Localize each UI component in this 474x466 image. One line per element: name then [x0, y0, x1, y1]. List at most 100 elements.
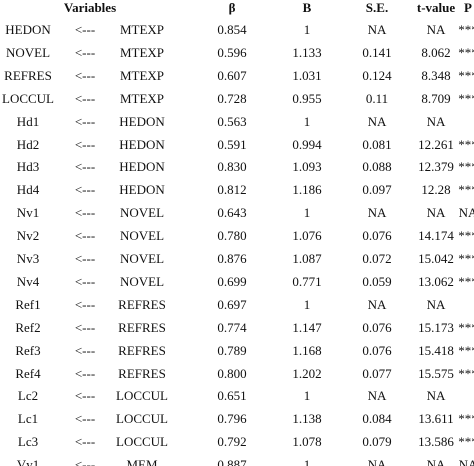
t-value-cell: 14.174	[418, 228, 454, 244]
beta-cell: 0.563	[217, 113, 247, 129]
b-cell: 1.138	[292, 411, 322, 427]
se-cell: NA	[367, 296, 387, 312]
b-cell: 1.031	[292, 67, 322, 83]
arrow-cell: <---	[74, 44, 96, 60]
se-cell: 0.081	[362, 136, 392, 152]
construct-cell: MTEXP	[119, 22, 165, 37]
arrow-cell: <---	[74, 113, 96, 129]
se-cell: NA	[367, 388, 387, 404]
construct-cell: LOCCUL	[116, 411, 168, 427]
b-cell: 1	[303, 457, 311, 466]
p-cell: NA	[458, 205, 474, 221]
beta-cell: 0.887	[217, 457, 247, 466]
arrow-cell: <---	[74, 182, 96, 198]
arrow-cell: <---	[74, 457, 96, 466]
header-cell: Variables	[63, 0, 117, 15]
t-value-cell: 15.042	[418, 251, 454, 266]
b-cell: 1.202	[292, 365, 322, 381]
header-cell: β	[228, 0, 236, 15]
t-value-cell: NA	[426, 457, 446, 466]
se-cell: NA	[367, 22, 387, 37]
p-cell: ***	[458, 90, 474, 106]
header-cell: t-value	[416, 0, 456, 15]
se-cell: NA	[367, 457, 387, 466]
beta-cell: 0.792	[217, 434, 247, 450]
construct-cell: HEDON	[119, 182, 165, 198]
p-cell: ***	[458, 411, 474, 427]
t-value-cell: 15.173	[418, 319, 454, 335]
construct-cell: NOVEL	[119, 205, 165, 221]
se-cell: 0.11	[365, 90, 389, 106]
variable-cell: Hd1	[16, 113, 40, 129]
variable-cell: NOVEL	[5, 44, 51, 60]
b-cell: 0.771	[292, 273, 322, 289]
t-value-cell: NA	[426, 22, 446, 37]
t-value-cell: 8.348	[421, 67, 451, 83]
se-cell: 0.141	[362, 44, 392, 60]
construct-cell: LOCCUL	[116, 434, 168, 450]
variable-cell: Ref4	[15, 365, 41, 381]
beta-cell: 0.854	[217, 22, 247, 37]
beta-cell: 0.607	[217, 67, 247, 83]
construct-cell: MTEXP	[119, 67, 165, 83]
arrow-cell: <---	[74, 67, 96, 83]
arrow-cell: <---	[74, 159, 96, 175]
construct-cell: HEDON	[119, 159, 165, 175]
beta-cell: 0.651	[217, 388, 247, 404]
se-cell: 0.084	[362, 411, 392, 427]
se-cell: 0.076	[362, 319, 392, 335]
beta-cell: 0.812	[217, 182, 247, 198]
se-cell: 0.124	[362, 67, 392, 83]
t-value-cell: 15.418	[418, 342, 454, 358]
variable-cell: Ref2	[15, 319, 41, 335]
construct-cell: MTEXP	[119, 44, 165, 60]
t-value-cell: 13.611	[418, 411, 454, 427]
beta-cell: 0.774	[217, 319, 247, 335]
beta-cell: 0.796	[217, 411, 247, 427]
t-value-cell: 8.062	[421, 44, 451, 60]
variable-cell: Ref3	[15, 342, 41, 358]
construct-cell: NOVEL	[119, 251, 165, 266]
variable-cell: Nv3	[16, 251, 40, 266]
header-cell: B	[302, 0, 312, 15]
arrow-cell: <---	[74, 388, 96, 404]
beta-cell: 0.591	[217, 136, 247, 152]
construct-cell: HEDON	[119, 113, 165, 129]
variable-cell: LOCCUL	[2, 90, 54, 106]
variable-cell: Hd4	[16, 182, 40, 198]
p-cell: ***	[458, 22, 474, 37]
t-value-cell: 13.586	[418, 434, 454, 450]
arrow-cell: <---	[74, 319, 96, 335]
construct-cell: NOVEL	[119, 273, 165, 289]
arrow-cell: <---	[74, 22, 96, 37]
b-cell: 1.093	[292, 159, 322, 175]
t-value-cell: NA	[426, 113, 446, 129]
b-cell: 0.955	[292, 90, 322, 106]
t-value-cell: NA	[426, 388, 446, 404]
se-cell: 0.077	[362, 365, 392, 381]
variable-cell: Lc1	[17, 411, 39, 427]
beta-cell: 0.643	[217, 205, 247, 221]
arrow-cell: <---	[74, 90, 96, 106]
construct-cell: REFRES	[118, 342, 166, 358]
arrow-cell: <---	[74, 411, 96, 427]
p-cell: ***	[458, 159, 474, 175]
variable-cell: Nv2	[16, 228, 40, 244]
variable-cell: Ref1	[15, 296, 41, 312]
b-cell: 1.076	[292, 228, 322, 244]
p-cell: ***	[458, 342, 474, 358]
se-cell: 0.059	[362, 273, 392, 289]
p-cell: ***	[458, 182, 474, 198]
t-value-cell: 13.062	[418, 273, 454, 289]
b-cell: 0.994	[292, 136, 322, 152]
b-cell: 1	[303, 205, 311, 221]
construct-cell: REFRES	[118, 296, 166, 312]
t-value-cell: 12.379	[418, 159, 454, 175]
b-cell: 1	[303, 22, 311, 37]
se-cell: 0.097	[362, 182, 392, 198]
b-cell: 1.186	[292, 182, 322, 198]
beta-cell: 0.789	[217, 342, 247, 358]
construct-cell: HEDON	[119, 136, 165, 152]
variable-cell: Nv4	[16, 273, 40, 289]
arrow-cell: <---	[74, 434, 96, 450]
